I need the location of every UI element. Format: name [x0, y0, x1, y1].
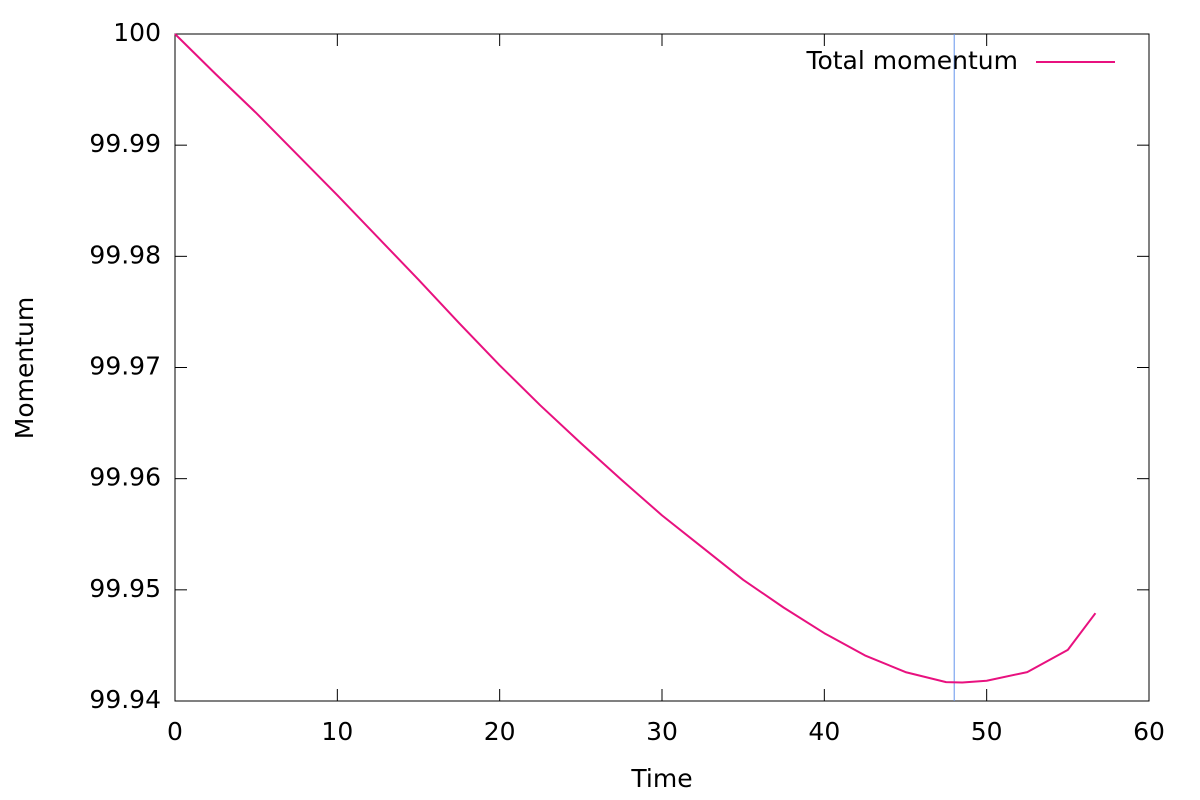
- data-line: [174, 33, 1097, 684]
- y-tick-label: 99.97: [89, 352, 161, 381]
- y-axis-label: Momentum: [10, 297, 39, 439]
- x-tick-label: 60: [1133, 717, 1165, 746]
- y-tick-label: 99.96: [89, 463, 161, 492]
- x-tick-label: 30: [646, 717, 678, 746]
- y-tick-label: 99.98: [89, 240, 161, 269]
- y-tick-label: 99.99: [89, 129, 161, 158]
- y-tick-label: 99.94: [89, 685, 161, 714]
- x-axis-label: Time: [630, 764, 692, 793]
- x-tick-label: 20: [484, 717, 516, 746]
- y-tick-label: 99.95: [89, 574, 161, 603]
- x-tick-label: 50: [971, 717, 1003, 746]
- x-tick-label: 10: [321, 717, 353, 746]
- plot-frame: [174, 33, 1150, 702]
- x-tick-label: 0: [167, 717, 183, 746]
- legend-label: Total momentum: [805, 46, 1018, 75]
- y-tick-label: 100: [113, 18, 161, 47]
- x-tick-label: 40: [808, 717, 840, 746]
